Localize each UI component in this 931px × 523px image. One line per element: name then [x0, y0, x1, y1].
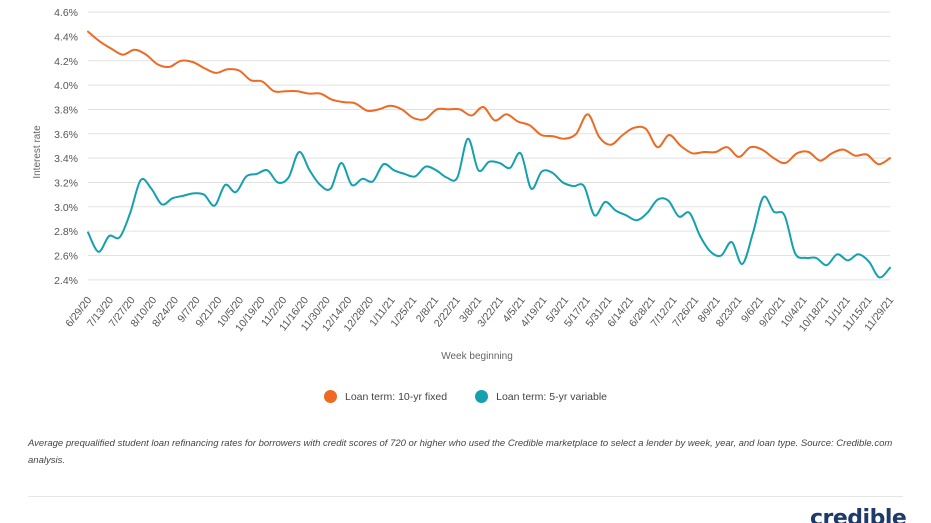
series-line-10yr-fixed	[87, 30, 891, 166]
chart-legend: Loan term: 10-yr fixed Loan term: 5-yr v…	[0, 390, 931, 403]
grid-layer	[88, 11, 890, 281]
y-tick-label: 4.6%	[54, 7, 78, 19]
y-tick-label: 3.6%	[54, 129, 78, 141]
x-axis: 6/29/207/13/207/27/208/10/208/24/209/7/2…	[63, 294, 896, 334]
y-tick-label: 2.8%	[54, 226, 78, 238]
y-tick-label: 4.4%	[54, 31, 78, 43]
legend-item-10yr-fixed: Loan term: 10-yr fixed	[323, 390, 448, 403]
credible-logo: credible	[810, 506, 907, 523]
divider	[28, 496, 903, 497]
y-axis: 2.4% 2.6% 2.8% 3.0% 3.2% 3.4% 3.6% 3.8% 4.0% 4.2%…	[54, 7, 78, 287]
y-tick-label: 3.0%	[54, 202, 78, 214]
line-chart: 2.4% 2.6% 2.8% 3.0% 3.2% 3.4% 3.6% 3.8% 4.0% 4.2%…	[32, 7, 896, 362]
y-tick-label: 4.0%	[54, 80, 78, 92]
y-tick-label: 3.4%	[54, 153, 78, 165]
legend-swatch-orange-icon	[323, 390, 337, 403]
y-tick-label: 4.2%	[54, 56, 78, 68]
legend-swatch-teal-icon	[475, 390, 489, 403]
legend-label-5yr-variable: Loan term: 5-yr variable	[496, 390, 608, 403]
legend-item-5yr-variable: Loan term: 5-yr variable	[475, 390, 607, 403]
y-tick-label: 3.2%	[54, 177, 78, 189]
y-tick-label: 3.8%	[54, 104, 78, 116]
y-tick-label: 2.4%	[54, 275, 78, 287]
y-tick-label: 2.6%	[54, 250, 78, 262]
y-axis-title: Interest rate	[32, 125, 43, 179]
legend-label-10yr-fixed: Loan term: 10-yr fixed	[344, 390, 448, 403]
chart-caption: Average prequalified student loan refina…	[28, 438, 893, 466]
series-line-5yr-variable	[87, 137, 891, 279]
series-layer	[87, 30, 891, 279]
x-axis-title: Week beginning	[441, 351, 513, 362]
